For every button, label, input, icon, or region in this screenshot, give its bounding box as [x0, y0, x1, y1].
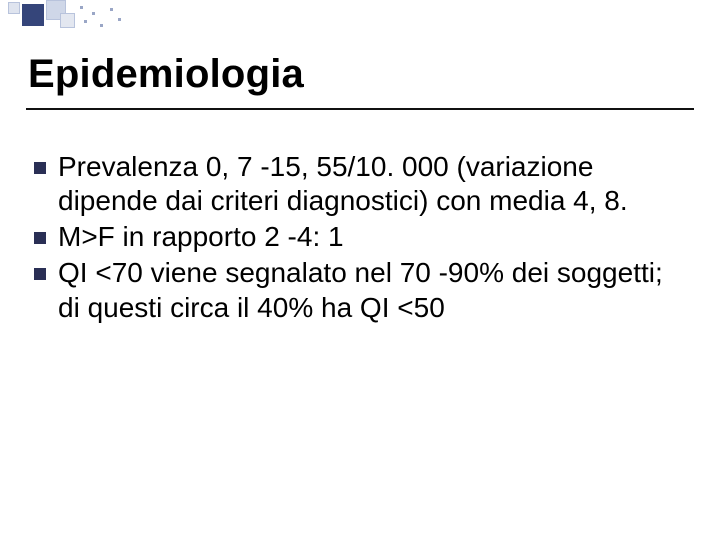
bullet-square-icon [34, 268, 46, 280]
bullet-list: Prevalenza 0, 7 -15, 55/10. 000 (variazi… [34, 150, 686, 327]
list-item-text: QI <70 viene segnalato nel 70 -90% dei s… [58, 256, 686, 324]
list-item-text: Prevalenza 0, 7 -15, 55/10. 000 (variazi… [58, 150, 686, 218]
deco-dot [100, 24, 103, 27]
bullet-square-icon [34, 162, 46, 174]
deco-square [60, 13, 75, 28]
deco-dot [110, 8, 113, 11]
list-item: M>F in rapporto 2 -4: 1 [34, 220, 686, 254]
deco-square [8, 2, 20, 14]
list-item: Prevalenza 0, 7 -15, 55/10. 000 (variazi… [34, 150, 686, 218]
bullet-square-icon [34, 232, 46, 244]
deco-dot [92, 12, 95, 15]
deco-dot [84, 20, 87, 23]
list-item: QI <70 viene segnalato nel 70 -90% dei s… [34, 256, 686, 324]
slide-title: Epidemiologia [28, 52, 304, 97]
title-underline [26, 108, 694, 110]
list-item-text: M>F in rapporto 2 -4: 1 [58, 220, 344, 254]
deco-dot [118, 18, 121, 21]
corner-decoration [0, 0, 160, 36]
deco-square-accent [22, 4, 44, 26]
deco-dot [80, 6, 83, 9]
